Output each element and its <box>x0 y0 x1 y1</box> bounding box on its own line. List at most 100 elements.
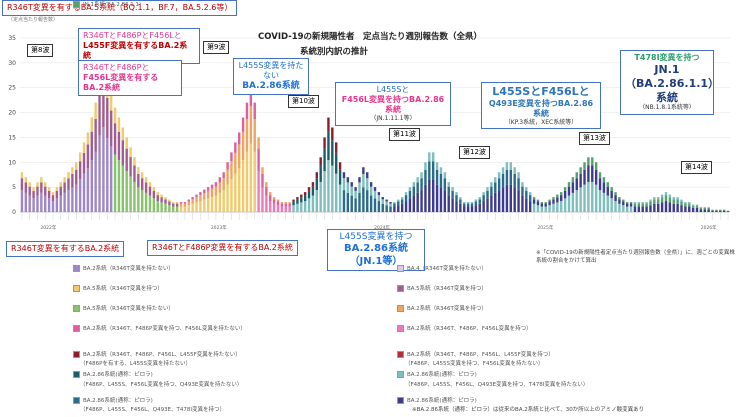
bar-segment <box>214 186 218 196</box>
bar-segment <box>567 186 571 196</box>
bar-segment <box>113 107 117 124</box>
x-tick-label: 2023年 <box>211 224 227 231</box>
bar-segment <box>292 205 295 212</box>
bar-segment <box>75 184 78 212</box>
bar-segment <box>238 144 241 169</box>
bar-segment <box>404 201 408 212</box>
bar-segment <box>346 177 350 183</box>
bar-segment <box>20 178 24 191</box>
bar-segment <box>214 195 218 212</box>
bar-segment <box>680 201 683 206</box>
bar-segment <box>606 195 609 212</box>
bar-segment <box>544 202 547 204</box>
bar-segment <box>245 151 249 212</box>
bar-segment <box>257 148 260 171</box>
bar-segment <box>67 178 70 191</box>
bar-segment <box>109 110 113 147</box>
bar-segment <box>148 182 152 187</box>
bar-segment <box>420 178 423 191</box>
legend-swatch <box>73 304 80 312</box>
legend-item: BA.2.86系統(通称：ピロラ) <box>397 370 477 378</box>
y-tick-label: 15 <box>8 134 16 141</box>
bar-segment <box>183 203 187 207</box>
bar-segment <box>144 177 148 183</box>
legend-item: BA.2系統（R346T、F486P、F456L、L455F変異を持つ） <box>397 350 554 358</box>
bar-segment <box>691 204 695 206</box>
bar-segment <box>296 203 299 212</box>
bar-segment <box>117 117 121 132</box>
bar-segment <box>369 195 373 212</box>
bar-segment <box>78 179 82 212</box>
bar-segment <box>44 186 47 196</box>
bar-segment <box>676 197 679 200</box>
bar-segment <box>606 182 609 187</box>
bar-segment <box>377 192 381 196</box>
bar-segment <box>614 195 617 202</box>
bar-segment <box>234 173 237 212</box>
bar-segment <box>416 192 419 212</box>
bar-segment <box>67 172 70 179</box>
legend-item: JN.1系統(BA.2.86.1.1) <box>73 0 141 8</box>
bar-segment <box>24 192 28 212</box>
bar-segment <box>272 197 276 200</box>
bar-segment <box>206 190 210 199</box>
bar-segment <box>521 182 524 187</box>
bar-segment <box>420 172 423 179</box>
bar-segment <box>47 198 51 212</box>
bar-segment <box>439 173 443 188</box>
bar-segment <box>338 162 342 170</box>
bar-segment <box>695 204 699 206</box>
y-tick-label: 30 <box>8 60 16 67</box>
bar-segment <box>195 194 198 198</box>
bar-segment <box>63 192 66 212</box>
bar-segment <box>672 199 675 204</box>
bar-segment <box>253 119 256 152</box>
bar-segment <box>540 202 544 204</box>
legend-label: BA.2系統（R346T変異を持たない） <box>83 266 174 272</box>
bar-segment <box>657 197 660 200</box>
bar-segment <box>486 198 489 212</box>
bar-segment <box>591 165 594 182</box>
bar-segment <box>366 190 369 212</box>
bar-segment <box>218 192 222 212</box>
bar-segment <box>358 182 361 193</box>
legend-swatch <box>397 284 404 292</box>
bar-segment <box>354 190 357 199</box>
bar-segment <box>629 206 633 212</box>
bar-segment <box>86 144 90 169</box>
bar-segment <box>451 198 454 212</box>
bar-segment <box>482 195 485 202</box>
bar-segment <box>400 203 404 212</box>
bar-segment <box>688 202 691 204</box>
callout-ba2-f456l: R346TとF486Pと F456L変異を有するBA.2系統 <box>78 60 182 96</box>
bar-segment <box>175 202 179 204</box>
bar-segment <box>44 182 47 187</box>
bar-segment <box>668 194 672 198</box>
bar-segment <box>676 203 679 212</box>
bar-segment <box>637 202 641 204</box>
bar-segment <box>699 207 703 210</box>
bar-segment <box>509 184 512 212</box>
bar-segment <box>505 184 509 212</box>
bar-segment <box>342 190 346 212</box>
footnote: ※BA.2.86系統（通称：ピロラ）は従来のBA.2系統と比べて、30か所以上の… <box>412 407 645 413</box>
bar-segment <box>129 176 132 212</box>
bar-segment <box>265 186 268 196</box>
legend-label: BA.2.86系統(通称：ピロラ) <box>83 372 153 378</box>
y-axis-ticks: 0 5 10 15 20 25 30 35 <box>8 35 16 216</box>
bar-segment <box>618 199 621 204</box>
bar-segment <box>358 177 361 183</box>
bar-segment <box>206 187 210 191</box>
bar-segment <box>47 187 51 191</box>
bar-segment <box>156 192 159 196</box>
callout-ba286-l455s: L455S変異を持つ BA.2.86系統（JN.1等） <box>327 229 425 272</box>
bar-segment <box>459 199 462 204</box>
bar-segment <box>474 201 478 206</box>
bar-segment <box>633 203 637 207</box>
bar-segment <box>482 201 485 212</box>
bar-segment <box>435 169 439 185</box>
bar-segment <box>563 198 567 212</box>
bar-segment <box>106 138 109 212</box>
bar-segment <box>377 195 381 202</box>
bar-segment <box>560 195 563 202</box>
